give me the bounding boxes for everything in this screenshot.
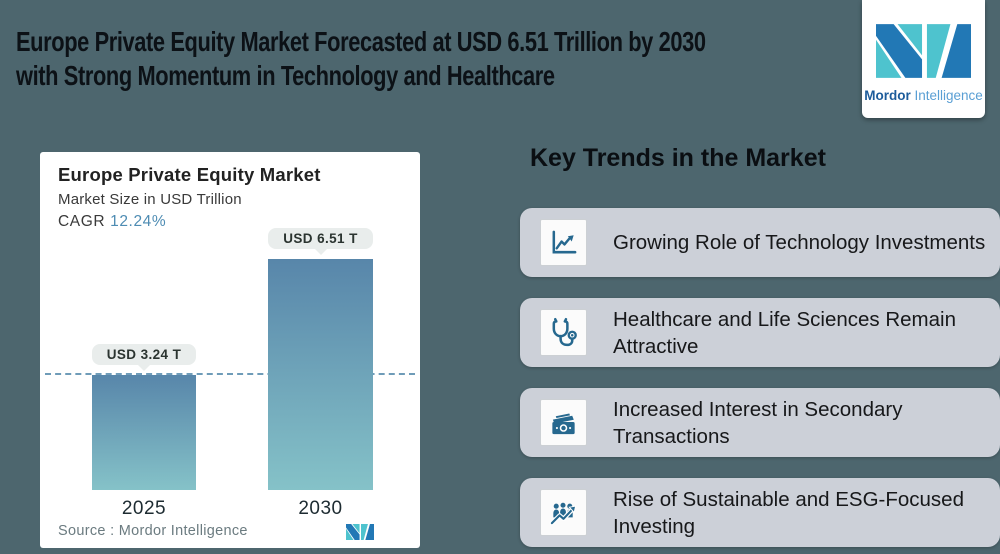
trend-label: Rise of Sustainable and ESG-Focused Inve…: [613, 487, 964, 538]
banknotes-icon: [552, 413, 575, 435]
page-title-line-2: with Strong Momentum in Technology and H…: [16, 60, 555, 91]
trend-icon-box: [540, 399, 587, 446]
market-chart-card: Europe Private Equity Market Market Size…: [40, 152, 420, 548]
trend-icon-box: [540, 489, 587, 536]
trend-card-healthcare: Healthcare and Life Sciences Remain Attr…: [520, 298, 1000, 367]
brand-name-bold: Mordor: [864, 88, 911, 103]
chart-title: Europe Private Equity Market: [58, 164, 321, 185]
trend-card-technology: Growing Role of Technology Investments: [520, 208, 1000, 277]
axis-label-2025: 2025: [121, 498, 167, 519]
trend-label: Growing Role of Technology Investments: [613, 231, 986, 254]
trend-card-esg: Rise of Sustainable and ESG-Focused Inve…: [520, 478, 1000, 547]
cagr-row: CAGR 12.24%: [58, 213, 166, 231]
stethoscope-icon: [552, 317, 577, 347]
key-trends-heading: Key Trends in the Market: [530, 144, 826, 172]
trend-label: Increased Interest in Secondary Transact…: [613, 397, 903, 448]
page-title-line-1: Europe Private Equity Market Forecasted …: [16, 26, 706, 57]
page-title: Europe Private Equity Market Forecasted …: [16, 25, 900, 93]
cagr-value: 12.24%: [110, 213, 167, 230]
value-label-2025: USD 3.24 T: [92, 344, 196, 371]
bar-2025: [92, 375, 196, 490]
mordor-intelligence-mini-logo-icon: [346, 524, 374, 540]
source-attribution: Source : Mordor Intelligence: [58, 523, 248, 539]
bar-2030: [268, 259, 373, 490]
line-chart-icon: [552, 230, 577, 254]
cagr-label: CAGR: [58, 213, 106, 230]
axis-label-2030: 2030: [298, 498, 343, 519]
trend-icon-box: [540, 309, 587, 356]
trend-icon-box: [540, 219, 587, 266]
value-label-2030: USD 6.51 T: [268, 228, 373, 255]
trend-card-secondary-transactions: Increased Interest in Secondary Transact…: [520, 388, 1000, 457]
trend-label: Healthcare and Life Sciences Remain Attr…: [613, 307, 956, 358]
people-growth-icon: [549, 502, 577, 526]
chart-subtitle: Market Size in USD Trillion: [58, 191, 242, 208]
brand-logo-text: Mordor Intelligence: [862, 88, 985, 103]
reference-dashed-line: [45, 373, 415, 375]
mordor-intelligence-logo-icon: [876, 24, 971, 78]
brand-name-light: Intelligence: [914, 88, 983, 103]
brand-logo-card: Mordor Intelligence: [862, 0, 985, 118]
